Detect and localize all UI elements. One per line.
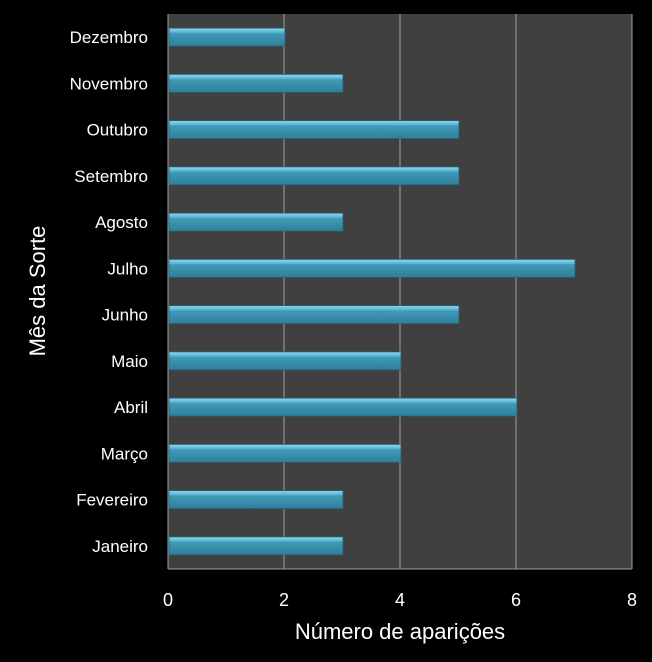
bar-outubro: [168, 120, 460, 140]
bar-setembro: [168, 166, 460, 186]
bar-maio: [168, 351, 402, 371]
bar-junho: [168, 305, 460, 325]
bar-abril: [168, 397, 518, 417]
x-tick-label: 4: [395, 590, 405, 610]
y-axis-title: Mês da Sorte: [25, 226, 50, 357]
x-tick-label: 8: [627, 590, 637, 610]
y-tick-label: Novembro: [70, 74, 148, 93]
y-tick-label: Fevereiro: [76, 491, 148, 510]
bar-novembro: [168, 73, 344, 93]
y-tick-label: Agosto: [95, 213, 148, 232]
y-tick-label: Junho: [102, 306, 148, 325]
x-tick-label: 2: [279, 590, 289, 610]
y-tick-label: Julho: [107, 259, 148, 278]
bar-fevereiro: [168, 490, 344, 510]
y-tick-label: Março: [101, 444, 148, 463]
bar-julho: [168, 258, 576, 278]
y-tick-label: Janeiro: [92, 537, 148, 556]
y-tick-label: Outubro: [87, 121, 148, 140]
bar-dezembro: [168, 27, 286, 47]
bar-março: [168, 443, 402, 463]
y-tick-label: Abril: [114, 398, 148, 417]
y-tick-label: Setembro: [74, 167, 148, 186]
x-axis-title: Número de aparições: [295, 619, 505, 644]
y-tick-label: Maio: [111, 352, 148, 371]
x-tick-label: 0: [163, 590, 173, 610]
y-tick-label: Dezembro: [70, 28, 148, 47]
bar-agosto: [168, 212, 344, 232]
bar-janeiro: [168, 536, 344, 556]
x-tick-label: 6: [511, 590, 521, 610]
